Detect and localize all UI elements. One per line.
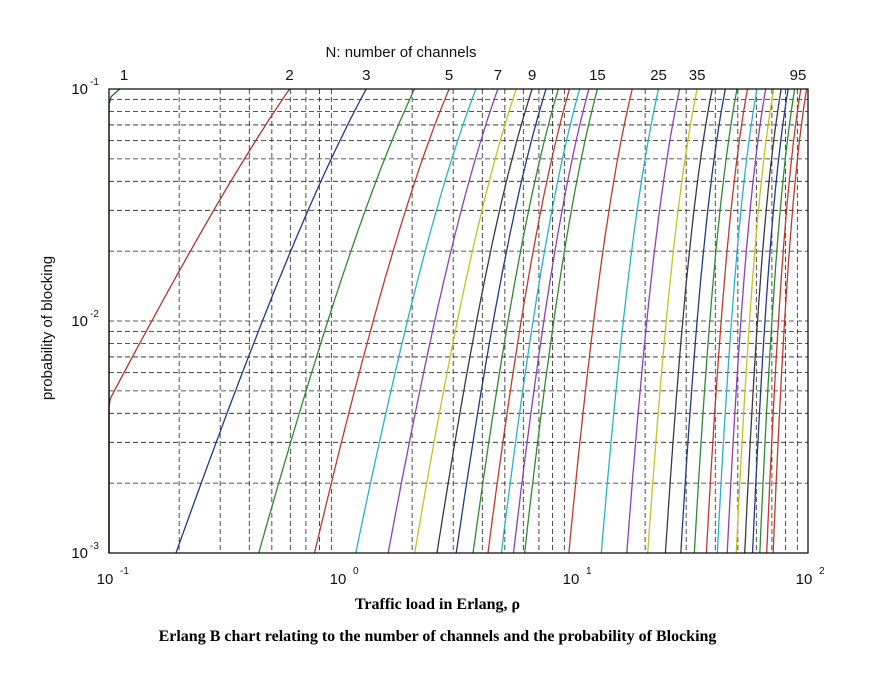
series-line-n30 (626, 88, 681, 554)
y-tick-label: 10 (71, 313, 88, 330)
series-line-n35 (647, 88, 698, 554)
x-tick-label: 10 (796, 571, 813, 588)
series-line-n15 (523, 88, 599, 554)
series-line-n45 (680, 88, 726, 554)
series-line-n75 (744, 88, 782, 554)
series-line-n65 (726, 88, 767, 554)
y-tick-exponent: -2 (90, 309, 99, 320)
channel-label-1: 1 (120, 67, 128, 84)
series-line-n70 (735, 88, 775, 554)
channel-label-7: 7 (494, 67, 502, 84)
x-tick-exponent: 0 (353, 566, 359, 577)
series-line-n12 (487, 88, 571, 554)
y-tick-label: 10 (71, 81, 88, 98)
series-line-n14 (512, 88, 590, 554)
chart-background (0, 0, 875, 600)
x-tick-label: 10 (330, 571, 347, 588)
channel-label-35: 35 (689, 67, 706, 84)
x-tick-label: 10 (97, 571, 114, 588)
y-axis-title: probability of blocking (39, 256, 56, 400)
x-tick-exponent: 2 (819, 566, 825, 577)
channel-labels: 1 2 3 5 7 9 15 25 35 95 (120, 67, 807, 84)
channel-label-3: 3 (362, 67, 370, 84)
figure-caption: Erlang B chart relating to the number of… (158, 628, 717, 645)
series-line-n13 (500, 88, 581, 554)
series-line-n85 (759, 88, 796, 554)
series-line-n55 (705, 88, 749, 554)
series-line-n8 (414, 88, 517, 554)
series-line-n6 (355, 88, 477, 554)
series-line-n90 (766, 88, 802, 554)
series-line-n80 (751, 88, 789, 554)
series-line-n7 (387, 88, 499, 554)
channel-label-25: 25 (650, 67, 667, 84)
series-line-n20 (568, 88, 633, 554)
series-line-n3 (175, 88, 367, 554)
series-line-n40 (664, 88, 713, 554)
series-line-n5 (313, 88, 450, 554)
series-line-n50 (693, 88, 738, 554)
chart-title: N: number of channels (326, 44, 477, 61)
y-tick-exponent: -1 (90, 77, 99, 88)
y-tick-label: 10 (71, 545, 88, 562)
x-tick-label: 10 (563, 571, 580, 588)
series-line-n10 (455, 88, 547, 554)
channel-label-95: 95 (790, 67, 807, 84)
series-line-n25 (600, 88, 660, 554)
series-line-n95 (772, 88, 808, 554)
x-tick-exponent: -1 (120, 566, 129, 577)
series-line-n9 (436, 88, 533, 554)
plot-frame (108, 88, 809, 554)
channel-label-9: 9 (528, 67, 536, 84)
channel-label-5: 5 (445, 67, 453, 84)
channel-label-2: 2 (285, 67, 293, 84)
channel-label-15: 15 (589, 67, 606, 84)
series-line-n60 (716, 88, 758, 554)
tick-labels: 10 -1 10 0 10 1 10 210 -110 -210 -3 (71, 77, 825, 588)
x-axis-title: Traffic load in Erlang, ρ (354, 596, 521, 613)
series-line-n11 (472, 88, 560, 554)
y-tick-exponent: -3 (90, 541, 99, 552)
series-line-n4 (258, 88, 415, 554)
x-tick-exponent: 1 (586, 566, 592, 577)
erlang-b-chart: 10 -1 10 0 10 1 10 210 -110 -210 -3 1 2 3 5 7 9 15 25 35 95… (0, 0, 875, 600)
